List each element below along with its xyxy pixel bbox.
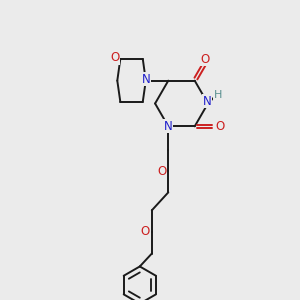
Text: O: O bbox=[215, 120, 224, 133]
Text: O: O bbox=[157, 165, 166, 178]
Text: O: O bbox=[201, 52, 210, 65]
Text: N: N bbox=[164, 120, 173, 133]
Text: O: O bbox=[141, 226, 150, 238]
Text: O: O bbox=[110, 51, 119, 64]
Text: N: N bbox=[141, 73, 150, 85]
Text: H: H bbox=[214, 89, 222, 100]
Text: N: N bbox=[203, 94, 212, 108]
